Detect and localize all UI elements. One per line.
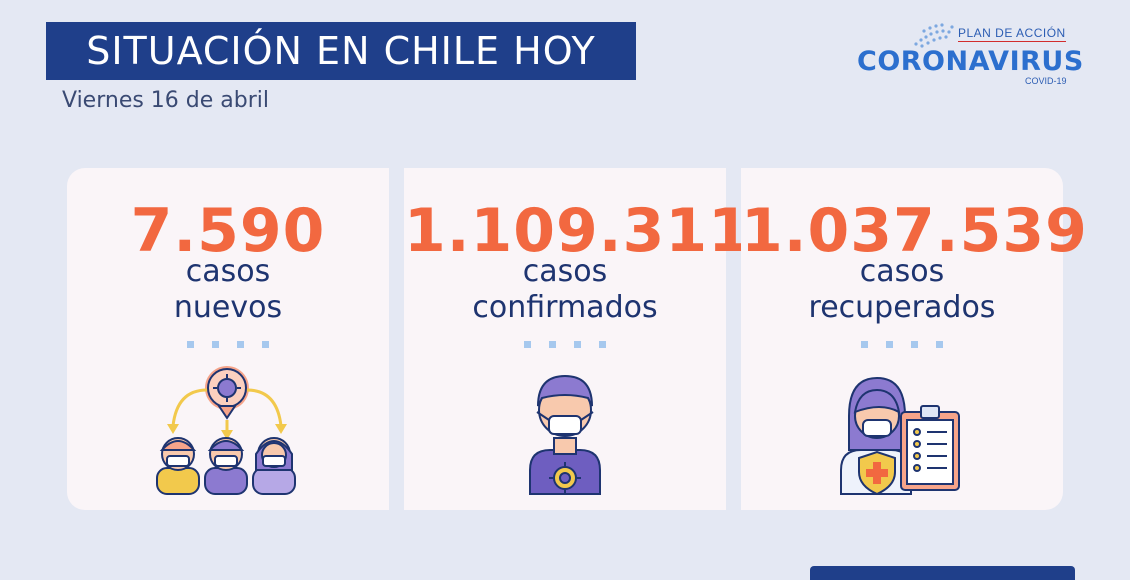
confirmed-cases-label: casos confirmados [404, 254, 726, 326]
recovered-doctor-icon [840, 376, 960, 496]
virus-dots-icon [914, 23, 954, 48]
confirmed-cases-value: 1.109.311 [404, 196, 751, 266]
new-cases-label: casos nuevos [67, 254, 389, 326]
card-new-cases: 7.590 casos nuevos [67, 168, 389, 510]
recovered-cases-label-line1: casos [859, 254, 945, 289]
recovered-cases-value: 1.037.539 [741, 196, 1088, 266]
logo-sub-text: COVID-19 [1025, 76, 1067, 86]
new-cases-label-line2: nuevos [173, 290, 283, 325]
confirmed-cases-label-line2: confirmados [472, 290, 658, 325]
recovered-cases-label: casos recuperados [741, 254, 1063, 326]
bottom-tab [810, 566, 1075, 580]
divider-dots [741, 341, 1063, 348]
confirmed-cases-label-line1: casos [522, 254, 608, 289]
logo-plan-text: PLAN DE ACCIÓN [958, 26, 1066, 42]
coronavirus-logo: PLAN DE ACCIÓN CORONAVIRUS COVID-19 [855, 22, 1083, 92]
card-recovered-cases: 1.037.539 casos recuperados [741, 168, 1088, 510]
page-title-text: SITUACIÓN EN CHILE HOY [86, 29, 596, 73]
page-title: SITUACIÓN EN CHILE HOY [46, 22, 636, 80]
recovered-cases-label-line2: recuperados [808, 290, 996, 325]
masked-man-icon [529, 374, 601, 495]
divider-dots [67, 341, 389, 348]
logo-name-text: CORONAVIRUS [857, 46, 1084, 77]
contagion-icon [156, 366, 296, 495]
card-confirmed-cases: 1.109.311 casos confirmados [404, 168, 751, 510]
date-label: Viernes 16 de abril [62, 88, 270, 113]
divider-dots [404, 341, 726, 348]
new-cases-value: 7.590 [130, 196, 326, 266]
new-cases-label-line1: casos [185, 254, 271, 289]
